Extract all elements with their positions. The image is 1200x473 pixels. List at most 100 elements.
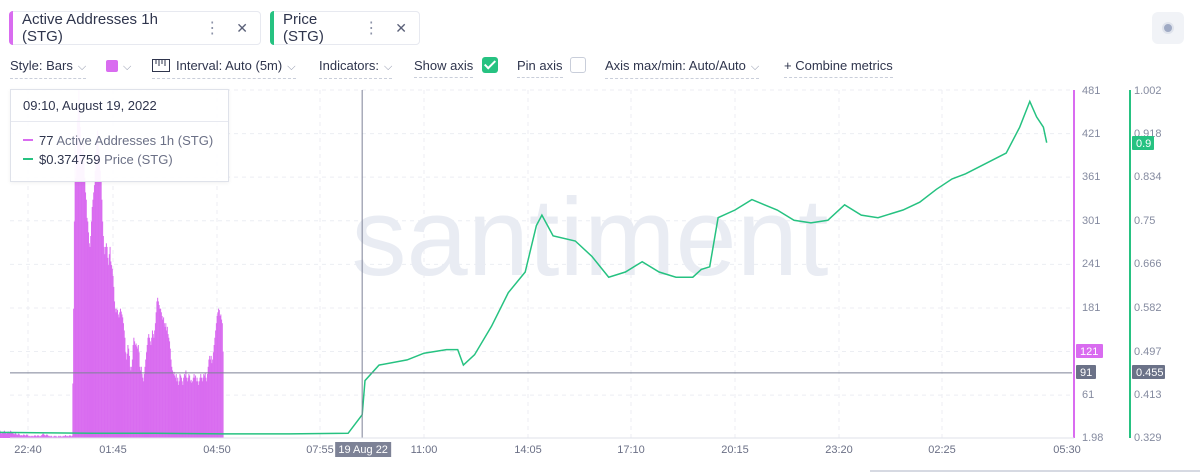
bar <box>209 355 211 438</box>
axis-maxmin-dropdown[interactable]: Axis max/min: Auto/Auto ⌵ <box>605 58 760 79</box>
show-axis-toggle[interactable]: Show axis <box>414 58 474 78</box>
bar <box>125 359 127 438</box>
bar <box>139 366 141 438</box>
bar <box>131 366 133 438</box>
bar <box>71 435 73 438</box>
bar <box>76 119 78 438</box>
close-icon[interactable]: ✕ <box>395 19 407 36</box>
bar <box>125 352 127 438</box>
bar <box>221 319 223 438</box>
bar <box>157 301 159 438</box>
bar <box>64 435 66 438</box>
left-axis-tick: 1.98 <box>1082 432 1103 444</box>
bar <box>169 348 171 438</box>
pin-axis-checkbox[interactable] <box>570 57 586 73</box>
bar <box>12 433 14 438</box>
bar <box>11 432 13 438</box>
more-vertical-icon[interactable]: ⋮ <box>204 20 221 37</box>
bar <box>114 301 116 438</box>
tooltip-value: $0.374759 <box>39 152 101 167</box>
bar <box>138 352 140 438</box>
bar <box>50 435 52 438</box>
x-axis-tick: 20:15 <box>721 444 749 456</box>
bar <box>205 377 207 438</box>
bar <box>204 372 206 438</box>
bar <box>146 345 148 438</box>
bar <box>49 435 51 438</box>
chevron-down-icon: ⌵ <box>77 61 87 73</box>
bar <box>70 435 72 438</box>
metric-chip-active-addresses[interactable]: Active Addresses 1h (STG) ⋮ ✕ <box>9 11 261 45</box>
x-highlight-bg <box>335 442 392 457</box>
close-icon[interactable]: ✕ <box>236 19 248 36</box>
bar <box>129 366 131 438</box>
x-axis-tick: 22:40 <box>14 444 42 456</box>
pin-axis-toggle[interactable]: Pin axis <box>517 58 563 78</box>
bar <box>177 384 179 438</box>
bar <box>42 433 44 438</box>
bar <box>74 134 76 438</box>
bar <box>183 377 185 438</box>
bar <box>182 384 184 438</box>
color-picker[interactable]: ⌵ <box>106 58 131 74</box>
more-vertical-icon[interactable]: ⋮ <box>363 20 380 37</box>
bar <box>142 377 144 438</box>
bar <box>73 221 75 438</box>
show-axis-checkbox[interactable] <box>482 57 498 73</box>
bar <box>20 435 22 438</box>
bar <box>194 377 196 438</box>
x-axis-tick: 14:05 <box>514 444 542 456</box>
bar <box>99 156 101 439</box>
bar <box>118 317 120 438</box>
bar <box>70 436 72 438</box>
bar <box>206 374 208 438</box>
bar <box>145 359 147 438</box>
metric-chip-price[interactable]: Price (STG) ⋮ ✕ <box>270 11 420 45</box>
bar <box>147 337 149 438</box>
bar <box>151 337 153 438</box>
metric-color-bar <box>9 11 13 45</box>
bar <box>65 435 67 438</box>
right-axis-tick: 0.75 <box>1134 215 1155 227</box>
bar <box>40 436 42 438</box>
bar <box>35 436 37 438</box>
indicators-dropdown[interactable]: Indicators: ⌵ <box>319 58 393 79</box>
bar <box>110 261 112 438</box>
bar <box>33 435 35 438</box>
bar <box>79 108 81 438</box>
tooltip: 09:10, August 19, 2022 77 Active Address… <box>10 89 229 182</box>
bar <box>67 436 69 438</box>
bar <box>95 152 97 439</box>
bar <box>153 337 155 438</box>
combine-metrics-button[interactable]: + Combine metrics <box>784 58 893 78</box>
x-axis-tick: 17:10 <box>617 444 645 456</box>
style-dropdown[interactable]: Style: Bars ⌵ <box>10 58 87 79</box>
bar <box>102 236 104 438</box>
bar <box>210 355 212 438</box>
bar <box>196 377 198 438</box>
bar <box>136 346 138 438</box>
bar <box>117 310 119 438</box>
bar <box>140 366 142 438</box>
record-button[interactable] <box>1152 12 1184 44</box>
pin-axis-label: Pin axis <box>517 58 563 73</box>
bar <box>202 377 204 438</box>
bar <box>53 435 55 438</box>
bar <box>97 134 99 438</box>
bar <box>102 221 104 438</box>
bar <box>21 435 23 438</box>
bar <box>105 246 107 438</box>
bar <box>0 432 2 438</box>
bar <box>180 377 182 438</box>
bar <box>58 435 60 438</box>
bar <box>99 170 101 438</box>
bar <box>218 310 220 438</box>
bar <box>8 432 10 438</box>
bar <box>28 436 30 438</box>
bar <box>51 436 53 438</box>
interval-dropdown[interactable]: Interval: Auto (5m) ⌵ <box>152 58 296 79</box>
bar <box>198 384 200 438</box>
left-axis-tick: 241 <box>1082 258 1100 270</box>
bar <box>156 301 158 438</box>
